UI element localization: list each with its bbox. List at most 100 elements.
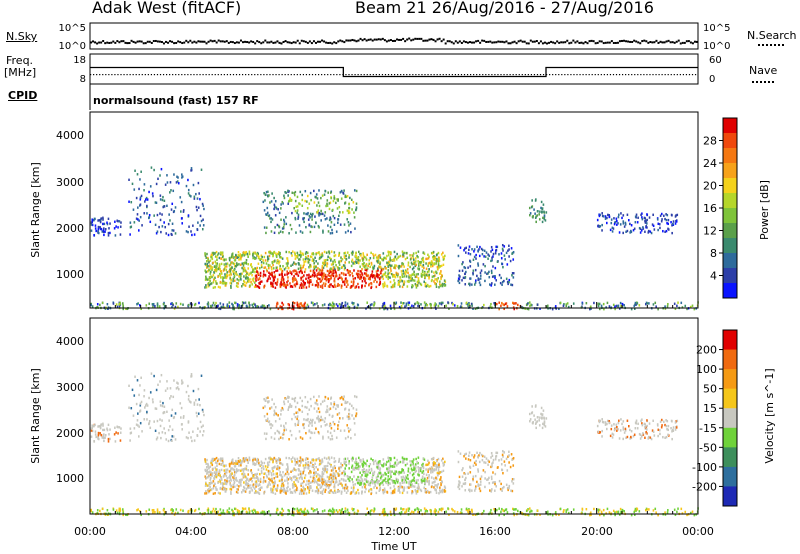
power-cell	[248, 302, 250, 305]
nave-point	[372, 74, 374, 76]
power-cell	[396, 272, 399, 275]
colorbar-segment	[723, 268, 737, 284]
power-cell	[205, 286, 208, 289]
nsky-point	[248, 41, 251, 44]
power-cell	[150, 166, 153, 169]
power-cell	[374, 278, 377, 281]
velocity-cell	[254, 458, 256, 461]
power-cell	[403, 275, 406, 278]
velocity-cell	[214, 461, 217, 464]
power-cell	[322, 229, 324, 232]
power-cell	[434, 281, 436, 285]
velocity-cell	[214, 466, 217, 469]
power-cell	[327, 230, 330, 233]
velocity-cell	[337, 483, 340, 487]
power-cell	[133, 188, 136, 191]
power-cell	[342, 211, 344, 214]
nsky-point	[104, 42, 107, 45]
nsky-point	[689, 41, 692, 44]
velocity-cell	[289, 491, 292, 494]
nsky-point	[142, 42, 145, 45]
velocity-cell	[442, 461, 444, 465]
power-cell	[352, 274, 354, 278]
velocity-cell	[210, 471, 212, 474]
power-cell	[310, 265, 312, 268]
power-cell	[335, 303, 338, 306]
power-cell	[242, 301, 245, 305]
velocity-cell	[385, 481, 388, 485]
velocity-cell	[188, 431, 190, 434]
velocity-cell	[262, 467, 265, 471]
power-cell	[230, 255, 233, 259]
power-cell	[252, 280, 255, 283]
nave-point	[506, 74, 508, 76]
velocity-cell	[332, 491, 335, 495]
nsky-point	[568, 42, 571, 45]
power-cell	[187, 303, 190, 307]
power-cell	[213, 268, 216, 272]
power-cell	[395, 301, 398, 304]
power-cell	[302, 279, 304, 283]
power-cell	[222, 269, 225, 272]
velocity-cell	[424, 478, 426, 481]
power-cell	[311, 259, 314, 262]
nave-point	[424, 74, 426, 76]
velocity-cell	[291, 483, 294, 487]
power-cell	[610, 221, 613, 225]
nsky-point	[513, 40, 516, 43]
power-cell	[310, 301, 313, 304]
nsky-point	[458, 40, 461, 43]
nsky-point	[333, 41, 336, 44]
power-cell	[286, 270, 289, 273]
power-cell	[327, 191, 329, 194]
power-cell	[390, 269, 392, 272]
power-cell	[377, 276, 379, 279]
power-cell	[338, 214, 340, 218]
velocity-cell	[411, 483, 414, 486]
power-cell	[686, 307, 688, 311]
velocity-cell	[408, 480, 411, 483]
velocity-cell	[401, 491, 404, 495]
power-cell	[91, 305, 94, 308]
nave-point	[634, 74, 636, 76]
power-cell	[323, 214, 326, 217]
power-cell	[611, 230, 614, 233]
power-cell	[340, 197, 343, 200]
power-cell	[254, 267, 256, 270]
power-cell	[383, 281, 386, 284]
power-cell	[665, 218, 668, 222]
velocity-cell	[411, 469, 413, 472]
velocity-cell	[237, 491, 239, 494]
velocity-cell	[328, 491, 331, 494]
power-cell	[264, 199, 266, 202]
nsky-point	[128, 42, 131, 45]
velocity-cell	[365, 473, 367, 476]
nsky-point	[543, 41, 546, 44]
power-cell	[277, 224, 280, 228]
nsky-point	[296, 39, 299, 42]
nsky-point	[471, 41, 474, 44]
power-cell	[218, 264, 221, 267]
power-cell	[417, 281, 419, 285]
velocity-cell	[317, 489, 320, 492]
power-cell	[642, 226, 644, 229]
velocity-cell	[242, 457, 245, 460]
velocity-cell	[436, 486, 439, 489]
power-cell	[306, 280, 309, 283]
velocity-cell	[385, 463, 387, 466]
power-cell	[317, 262, 319, 265]
velocity-cell	[344, 483, 347, 487]
nsky-point	[124, 41, 127, 44]
velocity-cell	[382, 458, 385, 461]
velocity-cell	[303, 476, 306, 480]
power-cell	[278, 273, 281, 277]
power-cell	[318, 271, 320, 274]
power-cell	[343, 255, 346, 258]
power-cell	[189, 302, 192, 305]
velocity-cell	[131, 388, 134, 392]
velocity-cell	[317, 457, 319, 461]
velocity-cell	[388, 469, 391, 473]
velocity-cell	[369, 471, 371, 475]
power-cell	[214, 304, 216, 307]
power-cell	[512, 272, 515, 275]
